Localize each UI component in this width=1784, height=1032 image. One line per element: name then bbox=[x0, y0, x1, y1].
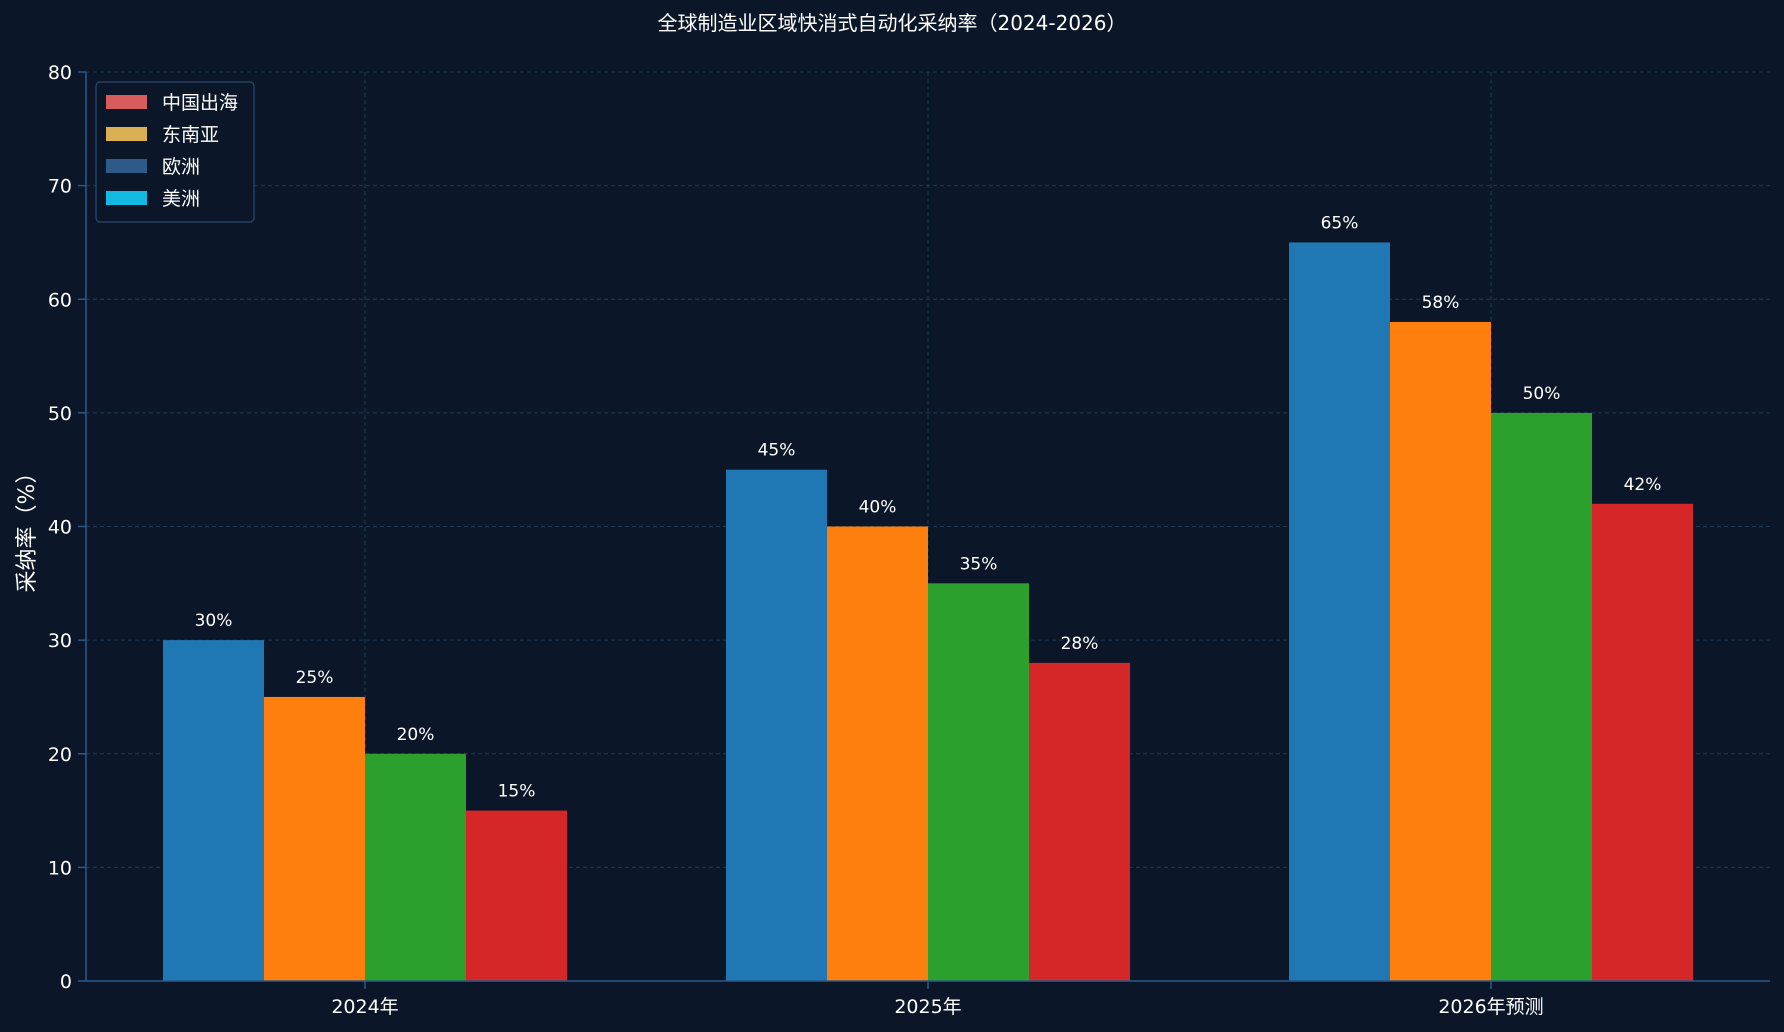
y-axis-title: 采纳率（%） bbox=[15, 462, 40, 593]
bar bbox=[466, 810, 567, 981]
bar bbox=[264, 696, 365, 981]
bar bbox=[365, 753, 466, 981]
legend-box bbox=[95, 81, 255, 223]
chart-title: 全球制造业区域快消式自动化采纳率（2024-2026） bbox=[657, 11, 1126, 35]
bar bbox=[1592, 503, 1693, 981]
bar bbox=[163, 640, 264, 981]
y-tick-label: 60 bbox=[48, 289, 72, 311]
legend-swatch bbox=[106, 95, 147, 109]
bar-value-label: 25% bbox=[296, 668, 334, 688]
bar-value-label: 65% bbox=[1321, 213, 1359, 233]
bars bbox=[163, 242, 1693, 982]
axes: 0 10 20 30 40 50 60 70 80 2024年 2025年 2026年预测 bbox=[48, 62, 1770, 1018]
legend-label: 东南亚 bbox=[162, 124, 219, 146]
y-tick-label: 10 bbox=[48, 857, 72, 879]
bar-value-label: 45% bbox=[758, 441, 796, 461]
bar-value-label: 30% bbox=[195, 611, 233, 631]
bar bbox=[827, 526, 928, 981]
bar-value-label: 15% bbox=[498, 782, 536, 802]
bar bbox=[726, 469, 827, 981]
legend-swatch bbox=[106, 127, 147, 141]
legend-swatch bbox=[106, 159, 147, 173]
bar-value-label: 58% bbox=[1422, 293, 1460, 313]
bar-value-label: 40% bbox=[859, 498, 897, 518]
legend-label: 中国出海 bbox=[162, 92, 238, 114]
bar-value-label: 20% bbox=[397, 725, 435, 745]
y-tick-label: 50 bbox=[48, 403, 72, 425]
legend-label: 美洲 bbox=[162, 188, 200, 210]
bar bbox=[1289, 242, 1390, 981]
x-tick-label: 2026年预测 bbox=[1438, 996, 1543, 1018]
bar bbox=[1491, 412, 1592, 981]
y-tick-label: 30 bbox=[48, 630, 72, 652]
y-tick-label: 40 bbox=[48, 517, 72, 539]
legend-swatch bbox=[106, 191, 147, 205]
bar bbox=[1029, 662, 1130, 981]
y-tick-label: 0 bbox=[60, 971, 72, 993]
bar-value-label: 28% bbox=[1061, 634, 1099, 654]
bar-value-label: 42% bbox=[1624, 475, 1662, 495]
x-tick-label: 2024年 bbox=[331, 996, 398, 1018]
bar-value-label: 50% bbox=[1523, 384, 1561, 404]
x-tick-label: 2025年 bbox=[894, 996, 961, 1018]
data-labels: 30% 45% 65% 25% 40% 58% 20% 35% 50% 15% 28% 42% bbox=[195, 213, 1662, 801]
y-tick-label: 20 bbox=[48, 744, 72, 766]
legend-label: 欧洲 bbox=[162, 156, 200, 178]
bar bbox=[1390, 321, 1491, 982]
bar bbox=[928, 583, 1029, 981]
bar-value-label: 35% bbox=[960, 554, 998, 574]
y-tick-label: 70 bbox=[48, 176, 72, 198]
y-tick-label: 80 bbox=[48, 62, 72, 84]
